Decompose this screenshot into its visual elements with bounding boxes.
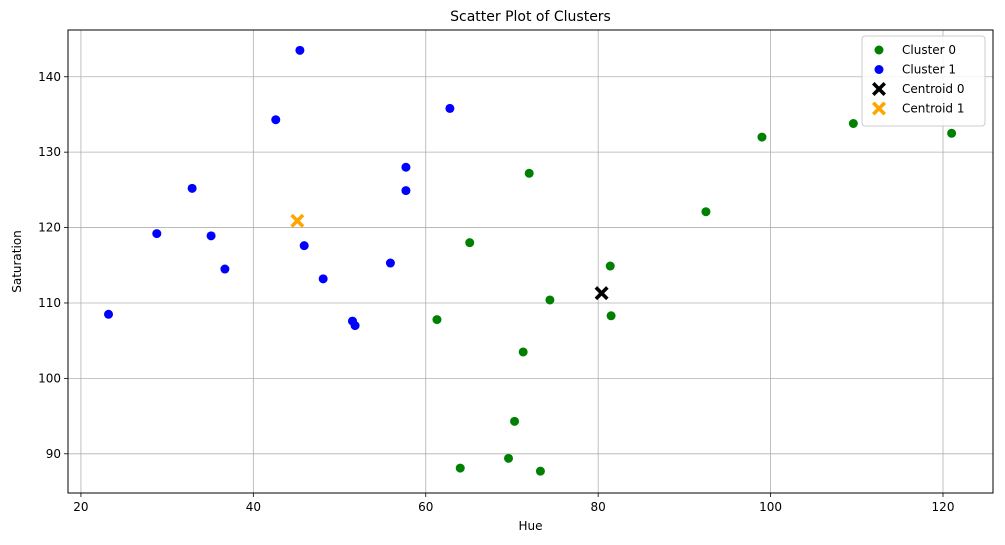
data-point [606, 311, 616, 321]
legend-marker [874, 45, 884, 55]
data-point [299, 241, 309, 251]
data-point [385, 258, 395, 268]
data-point [318, 274, 328, 284]
y-axis-label: Saturation [10, 230, 24, 293]
data-point [848, 119, 858, 129]
data-point [465, 238, 475, 248]
data-point [401, 186, 411, 196]
data-point [206, 231, 216, 241]
data-point [455, 463, 465, 473]
x-tick-label: 60 [418, 500, 433, 514]
data-point [271, 115, 281, 125]
data-point [187, 183, 197, 193]
data-point [947, 128, 957, 138]
data-point [295, 45, 305, 55]
data-point [518, 347, 528, 357]
data-point [510, 416, 520, 426]
y-tick-label: 130 [38, 145, 61, 159]
chart-title: Scatter Plot of Clusters [450, 9, 611, 25]
centroid-marker [290, 213, 305, 228]
legend-label: Cluster 1 [902, 63, 956, 77]
legend-label: Centroid 1 [902, 102, 964, 116]
legend-marker [874, 65, 884, 74]
data-point [605, 261, 615, 271]
y-tick-label: 110 [38, 296, 61, 310]
grid [68, 30, 993, 493]
x-tick-label: 120 [932, 500, 955, 514]
plot-frame [67, 29, 994, 494]
x-tick-label: 100 [759, 500, 782, 514]
legend-centroid-marker [872, 82, 886, 96]
legend: Cluster 0 Cluster 1 Centroid 0 Centroid 1 [861, 35, 986, 127]
legend-label: Cluster 0 [902, 43, 956, 57]
x-tick-label: 40 [246, 500, 261, 514]
legend-label: Centroid 0 [902, 82, 964, 96]
data-point [701, 207, 711, 217]
x-axis-label: Hue [518, 519, 542, 533]
data-point [104, 309, 114, 319]
data-point [757, 132, 767, 142]
legend-centroid-marker [872, 101, 886, 116]
data-point [504, 453, 514, 463]
data-point [535, 466, 545, 476]
axes: 20 40 60 80 100 120 90 100 110 120 130 140 [38, 70, 954, 514]
data-point [445, 103, 455, 113]
data-points [104, 45, 957, 476]
y-tick-label: 120 [38, 221, 61, 235]
y-tick-label: 90 [46, 447, 61, 461]
data-point [545, 295, 555, 305]
data-point [401, 162, 411, 172]
y-tick-label: 140 [38, 70, 61, 84]
data-point [152, 229, 162, 239]
legend-box [861, 35, 986, 127]
x-tick-label: 20 [73, 500, 88, 514]
data-point [432, 315, 442, 325]
data-point [350, 321, 360, 331]
x-tick-label: 80 [591, 500, 606, 514]
y-tick-label: 100 [38, 371, 61, 385]
data-point [524, 168, 534, 178]
data-point [220, 264, 230, 274]
centroid-marker [594, 286, 609, 301]
